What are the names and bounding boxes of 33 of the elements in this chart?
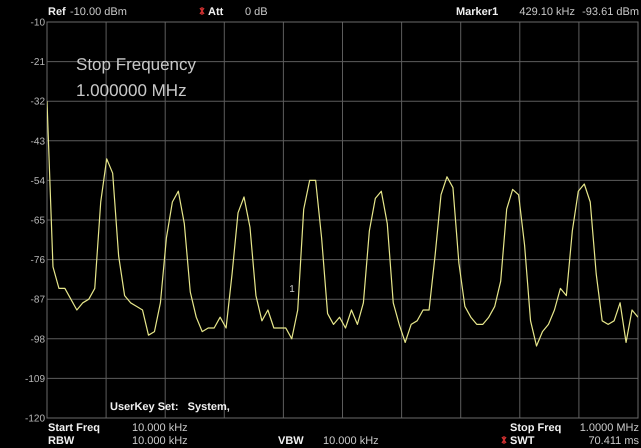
y-tick-label: -32 <box>30 96 46 108</box>
text: 1.0000 MHz <box>580 422 639 434</box>
annotation: 1.000000 MHz <box>76 81 187 100</box>
text: RBW <box>48 435 75 447</box>
text: Start Freq <box>48 422 100 434</box>
line-series <box>47 100 638 347</box>
annotation: UserKey Set: System, <box>110 401 230 413</box>
text: 10.000 kHz <box>132 422 188 434</box>
text: 10.000 kHz <box>132 435 188 447</box>
y-tick-label: -98 <box>30 334 46 346</box>
text: -10.00 dBm <box>70 6 127 18</box>
y-tick-label: -76 <box>30 255 46 266</box>
y-tick-label: -10 <box>30 18 46 28</box>
y-tick-label: -54 <box>30 176 46 187</box>
text: Att <box>208 6 224 18</box>
y-tick-label: -87 <box>30 294 46 306</box>
text: Marker1 <box>456 6 498 18</box>
text: 429.10 kHz <box>519 6 575 18</box>
text: Ref <box>48 6 66 18</box>
y-tick-label: -43 <box>30 136 46 148</box>
text: 0 dB <box>245 6 268 18</box>
y-tick-label: -21 <box>30 57 46 68</box>
text: 10.000 kHz <box>323 435 379 447</box>
text: VBW <box>278 435 304 447</box>
y-tick-label: -65 <box>30 216 46 226</box>
text: 70.411 ms <box>588 435 640 447</box>
text: Stop Freq <box>510 422 562 434</box>
y-tick-label: -120 <box>24 414 46 424</box>
annotation: Stop Frequency <box>76 55 197 74</box>
text: -93.61 dBm <box>582 6 639 18</box>
y-tick-label: -109 <box>24 374 46 385</box>
text: SWT <box>510 435 535 447</box>
annotation: 1 <box>289 284 296 295</box>
